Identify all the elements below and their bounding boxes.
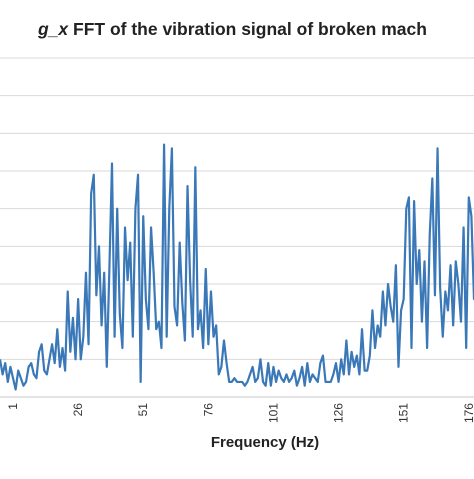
x-tick-label: 101 <box>266 403 280 423</box>
x-tick-label: 51 <box>136 403 150 417</box>
chart-title-text: FFT of the vibration signal of broken ma… <box>68 19 427 39</box>
x-tick-label: 1 <box>6 403 20 410</box>
x-tick-label: 176 <box>462 403 474 423</box>
x-tick-label: 76 <box>201 403 215 417</box>
x-tick-label: 151 <box>397 403 411 423</box>
chart-title: g_x FFT of the vibration signal of broke… <box>37 19 427 39</box>
x-tick-labels: 1 26 51 76 101 126 151 176 <box>6 403 474 423</box>
plot-area <box>0 143 474 391</box>
x-tick-label: 126 <box>332 403 346 423</box>
x-tick-label: 26 <box>71 403 85 417</box>
x-axis-label: Frequency (Hz) <box>211 434 319 451</box>
chart-title-variable: g_x <box>37 19 69 39</box>
series-line <box>0 143 474 391</box>
